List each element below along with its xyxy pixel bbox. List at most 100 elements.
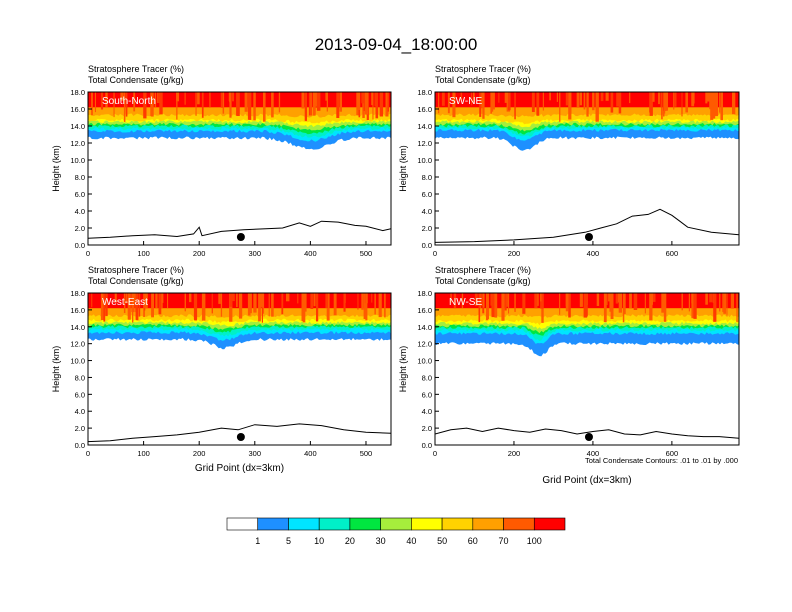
panel-label: NW-SE [449, 297, 482, 308]
y-tick-label: 2.0 [75, 224, 85, 233]
y-tick-label: 12.0 [70, 340, 85, 349]
tracer-streak [249, 293, 252, 314]
plot-area [88, 92, 391, 245]
tracer-streak [658, 92, 660, 105]
tracer-streak [736, 293, 738, 323]
tracer-streak [184, 92, 186, 105]
tracer-streak [91, 92, 93, 116]
colorbar-box [318, 517, 351, 531]
tracer-streak [705, 293, 708, 305]
tracer-streak [616, 92, 620, 107]
tracer-streak [135, 293, 139, 321]
panel-header-tracer: Stratosphere Tracer (%) [88, 265, 184, 275]
tracer-streak [652, 92, 655, 102]
tracer-streak [452, 92, 456, 118]
tracer-streak [622, 293, 625, 323]
tracer-streak [514, 92, 516, 120]
x-tick-label: 600 [666, 249, 679, 258]
tracer-streak [362, 92, 365, 118]
x-tick-label: 200 [508, 449, 521, 458]
tracer-streak [479, 293, 482, 309]
tracer-streak [189, 293, 192, 303]
location-marker [236, 233, 245, 241]
panel-header-condensate: Total Condensate (g/kg) [435, 75, 531, 85]
colorbar-label: 5 [286, 536, 291, 546]
tracer-streak [387, 92, 389, 112]
tracer-streak [586, 293, 588, 305]
tracer-streak [681, 92, 683, 117]
tracer-streak [184, 293, 186, 312]
x-tick-label: 200 [193, 449, 206, 458]
tracer-streak [263, 92, 266, 122]
panel-header-tracer: Stratosphere Tracer (%) [435, 265, 531, 275]
tracer-streak [673, 92, 675, 110]
tracer-streak [491, 293, 495, 318]
tracer-streak [310, 293, 314, 309]
panel-west-east: West-East Stratosphere Tracer (%)Total Co… [51, 265, 392, 474]
colorbar-label: 1 [255, 536, 260, 546]
tracer-streak [268, 293, 270, 317]
tracer-streak [603, 293, 607, 323]
tracer-streak [608, 293, 611, 302]
tracer-streak [313, 92, 316, 115]
tracer-streak [592, 92, 595, 111]
panel-header-condensate: Total Condensate (g/kg) [88, 276, 184, 286]
tracer-streak [229, 293, 233, 307]
x-tick-label: 0 [433, 249, 437, 258]
tracer-streak [652, 293, 656, 302]
tracer-streak [508, 92, 511, 111]
colorbar-box [380, 517, 412, 531]
tracer-streak [719, 92, 721, 113]
tracer-streak [302, 293, 306, 323]
colorbar-label: 50 [437, 536, 447, 546]
colorbar-box [288, 517, 320, 531]
y-tick-label: 2.0 [75, 424, 85, 433]
tracer-streak [713, 293, 717, 322]
tracer-streak [131, 293, 135, 313]
contour-note: Total Condensate Contours: .01 to .01 by… [585, 456, 738, 465]
y-axis-label: Height (km) [51, 145, 61, 192]
tracer-streak [220, 293, 223, 317]
location-marker [236, 433, 245, 441]
tracer-streak [681, 293, 683, 311]
tracer-streak [583, 92, 586, 110]
tracer-streak [730, 293, 734, 309]
tracer-streak [313, 293, 316, 307]
tracer-streak [473, 92, 475, 102]
colorbar-label: 100 [527, 536, 542, 546]
plot-frame [434, 292, 740, 446]
tracer-streak [568, 293, 571, 318]
tracer-streak [490, 92, 492, 114]
tracer-streak [480, 293, 483, 306]
x-tick-label: 400 [304, 249, 317, 258]
tracer-streak [220, 92, 223, 108]
tracer-streak [326, 293, 330, 321]
tracer-streak [714, 92, 718, 117]
colorbar-box [503, 517, 535, 531]
y-tick-label: 10.0 [417, 156, 432, 165]
tracer-streak [253, 293, 257, 313]
y-tick-label: 4.0 [422, 207, 432, 216]
colorbar-box [533, 517, 566, 531]
plot-area [88, 293, 391, 445]
plot-frame [87, 91, 392, 246]
tracer-streak [151, 92, 154, 117]
y-tick-label: 0.0 [75, 441, 85, 450]
terrain-line [435, 208, 739, 243]
tracer-streak [712, 92, 716, 119]
colorbar-label: 60 [468, 536, 478, 546]
tracer-streak [91, 293, 93, 308]
tracer-streak [661, 92, 663, 120]
tracer-streak [260, 293, 264, 308]
tracer-streak [663, 293, 667, 322]
x-tick-label: 0 [86, 249, 90, 258]
tracer-streak [160, 293, 164, 303]
colorbar-box [472, 517, 504, 531]
tracer-streak [478, 293, 481, 323]
tracer-streak [505, 293, 508, 307]
x-tick-label: 500 [360, 249, 373, 258]
y-tick-label: 10.0 [70, 156, 85, 165]
tracer-streak [471, 92, 473, 106]
panel-header-tracer: Stratosphere Tracer (%) [435, 64, 531, 74]
tracer-streak [371, 293, 373, 303]
